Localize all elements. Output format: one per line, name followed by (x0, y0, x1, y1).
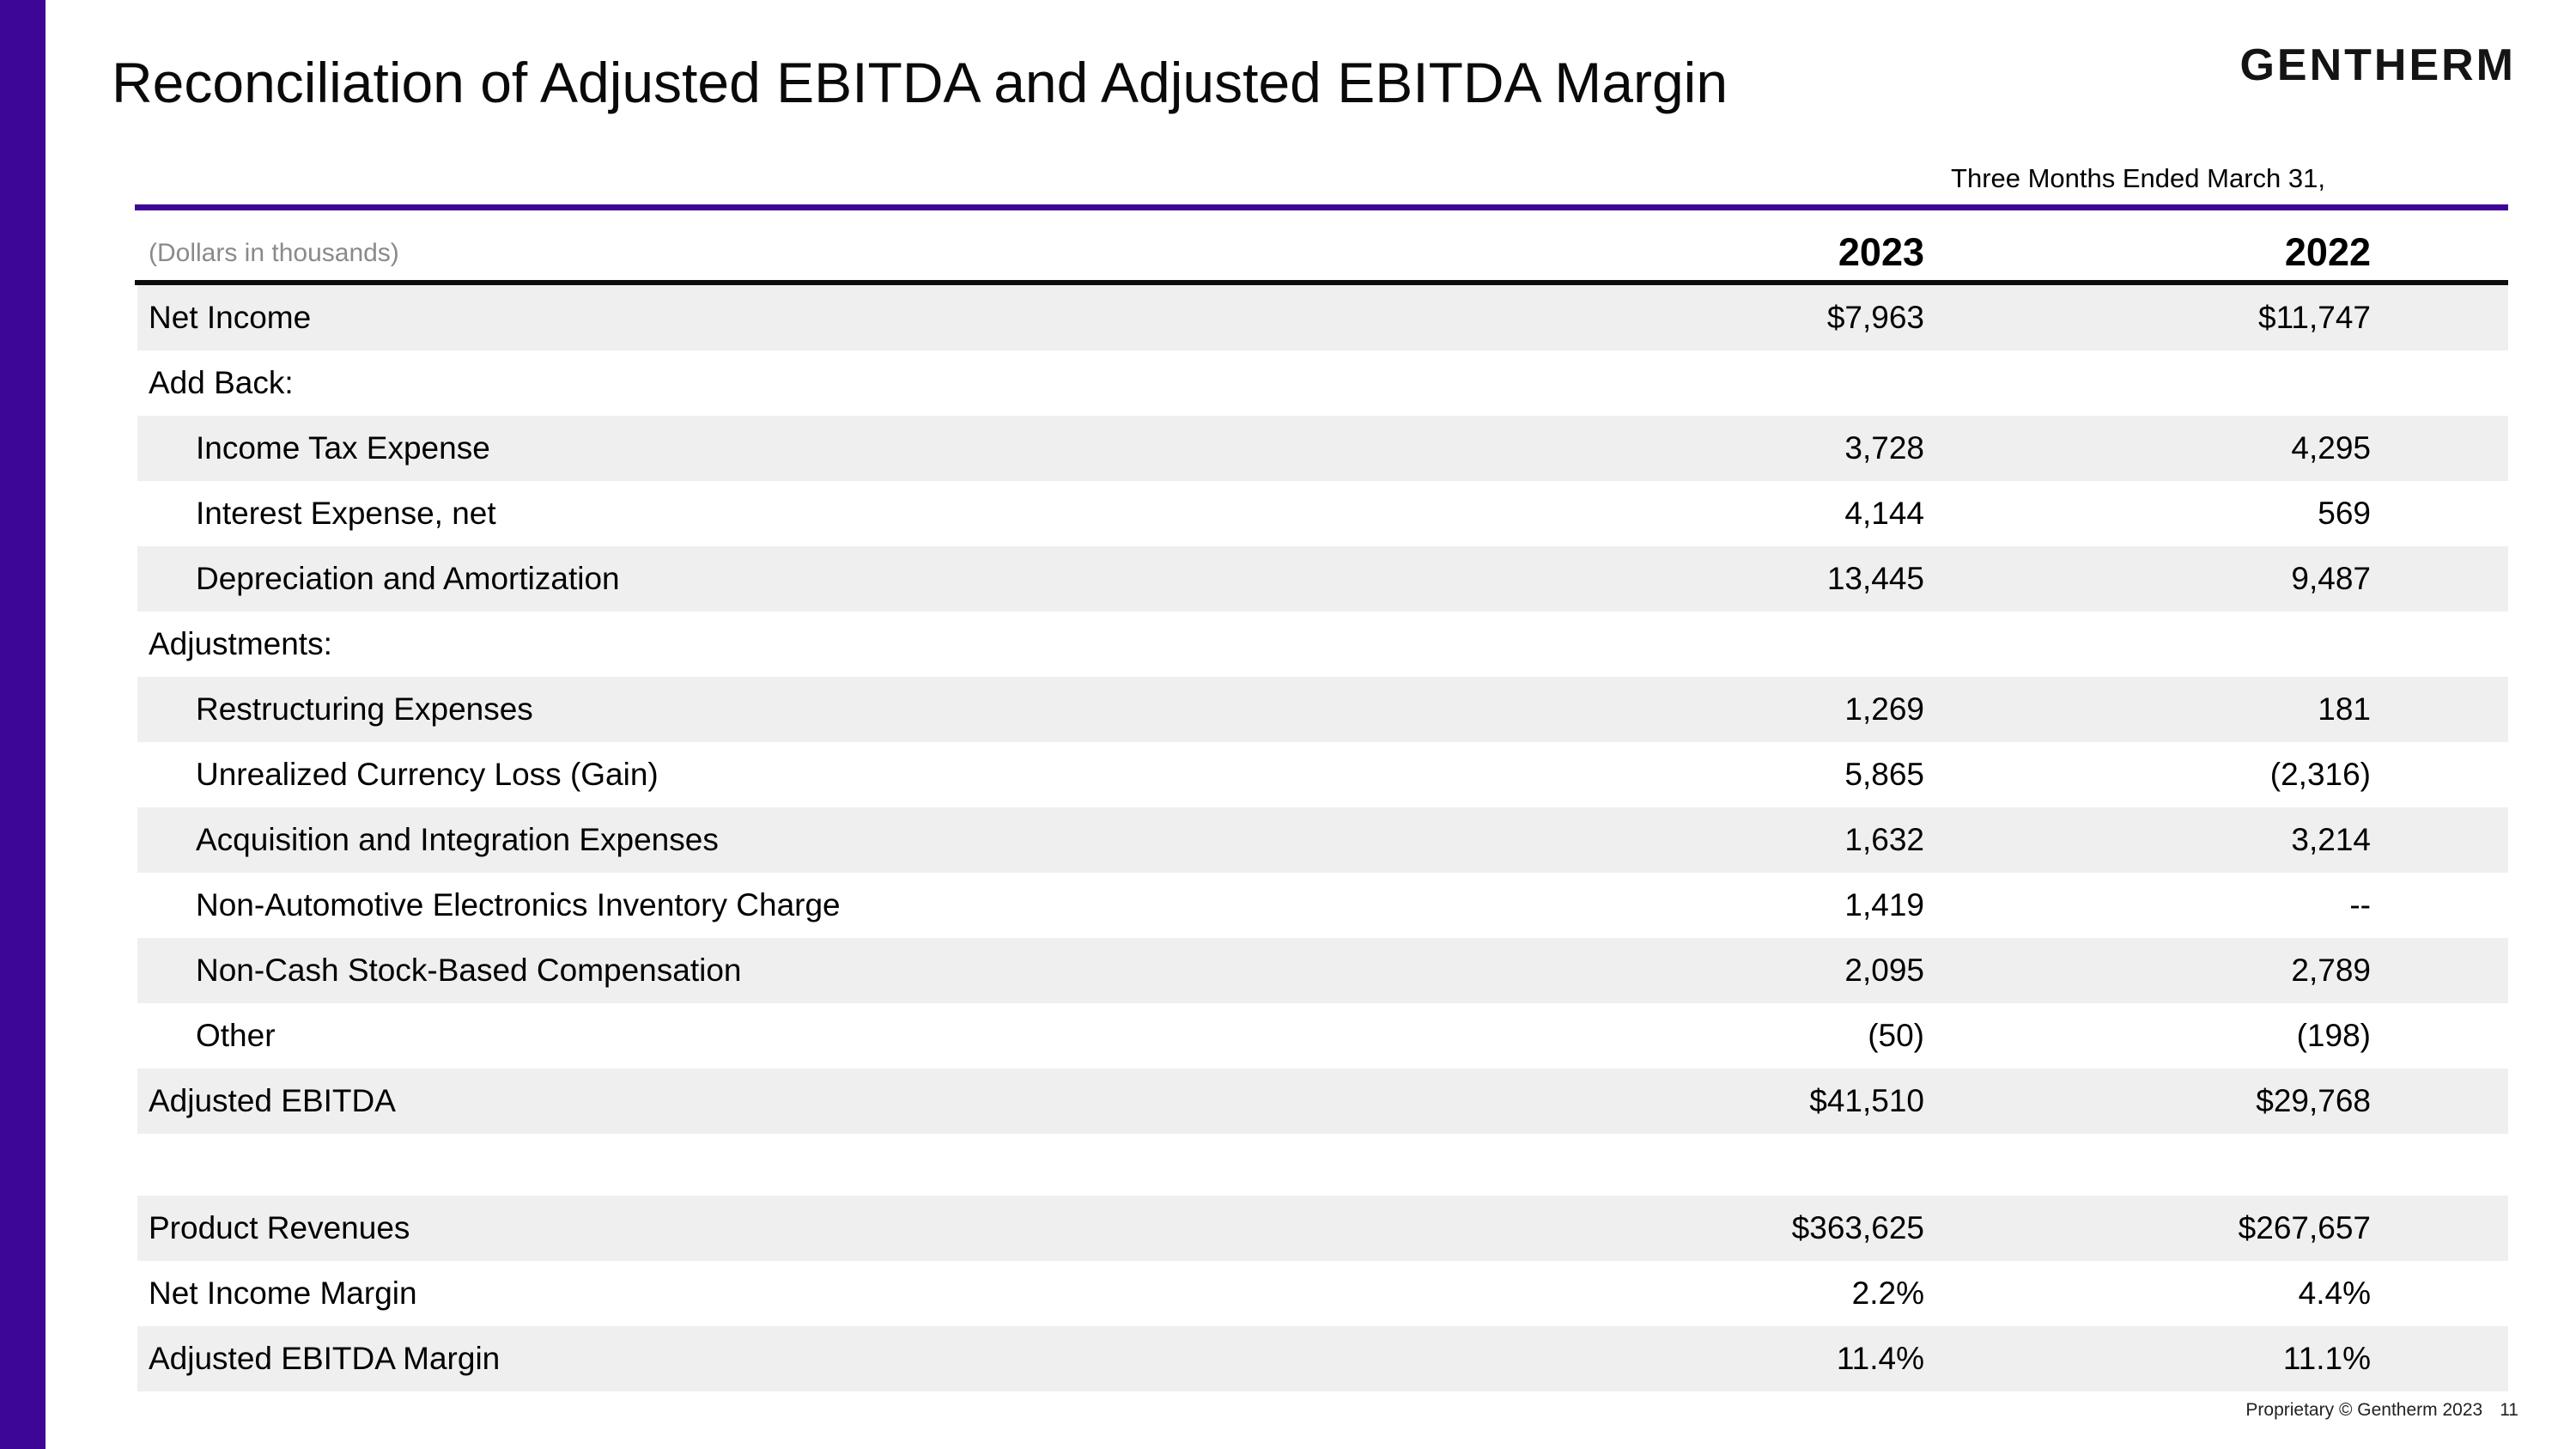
margin-table: Product Revenues $363,625 $267,657 Net I… (137, 1196, 2508, 1391)
row-spacer (2371, 612, 2508, 677)
row-acquisition-integration: Acquisition and Integration Expenses 1,6… (137, 807, 2508, 873)
row-label: Adjusted EBITDA Margin (149, 1341, 501, 1376)
value-2023: 1,632 (1844, 822, 1924, 857)
value-2023: 11.4% (1836, 1341, 1924, 1376)
row-spacer (2371, 807, 2508, 873)
footer: Proprietary © Gentherm 2023 11 (2245, 1400, 2518, 1421)
row-label: Interest Expense, net (196, 496, 496, 531)
value-2022: 11.1% (2282, 1341, 2371, 1376)
value-2023: $41,510 (1809, 1083, 1924, 1118)
row-non-automotive-inventory: Non-Automotive Electronics Inventory Cha… (137, 873, 2508, 938)
row-spacer (2371, 285, 2508, 350)
footer-copyright: Proprietary © Gentherm 2023 (2245, 1400, 2483, 1420)
value-2022: 4.4% (2298, 1275, 2371, 1311)
value-2022: 9,487 (2291, 561, 2371, 596)
row-label: Restructuring Expenses (196, 691, 533, 727)
row-label: Income Tax Expense (196, 430, 490, 466)
value-2022: 569 (2318, 496, 2371, 531)
row-spacer (2371, 1326, 2508, 1391)
row-label: Net Income Margin (149, 1275, 417, 1311)
row-spacer (2371, 1261, 2508, 1326)
value-2023: 5,865 (1844, 757, 1924, 792)
value-2022: (2,316) (2269, 757, 2371, 792)
value-2022: $11,747 (2258, 300, 2371, 335)
row-add-back-section: Add Back: (137, 350, 2508, 416)
footer-page-number: 11 (2500, 1400, 2518, 1420)
row-label: Depreciation and Amortization (196, 561, 620, 596)
value-2022: (198) (2296, 1018, 2371, 1053)
row-spacer (2371, 742, 2508, 807)
row-spacer (2371, 546, 2508, 612)
row-unrealized-currency: Unrealized Currency Loss (Gain) 5,865 (2… (137, 742, 2508, 807)
value-2022: 181 (2318, 691, 2371, 727)
row-adjustments-section: Adjustments: (137, 612, 2508, 677)
row-spacer (2371, 1003, 2508, 1068)
row-spacer (2371, 1068, 2508, 1134)
value-2023: $7,963 (1826, 300, 1924, 335)
gentherm-logo: GENTHERM (2239, 40, 2516, 90)
row-label: Product Revenues (149, 1210, 410, 1245)
black-rule (135, 280, 2508, 285)
row-spacer (2371, 416, 2508, 481)
row-adjusted-ebitda: Adjusted EBITDA $41,510 $29,768 (137, 1068, 2508, 1134)
column-header-2023: 2023 (1838, 230, 1924, 274)
value-2022: 2,789 (2291, 953, 2371, 988)
row-depreciation-amortization: Depreciation and Amortization 13,445 9,4… (137, 546, 2508, 612)
period-header: Three Months Ended March 31, (1951, 163, 2325, 193)
row-product-revenues: Product Revenues $363,625 $267,657 (137, 1196, 2508, 1261)
value-2023: 13,445 (1826, 561, 1924, 596)
value-2022: 4,295 (2291, 430, 2371, 466)
row-spacer (2371, 938, 2508, 1003)
value-2022: $29,768 (2256, 1083, 2371, 1118)
value-2022: -- (2349, 887, 2371, 922)
row-net-income: Net Income $7,963 $11,747 (137, 285, 2508, 350)
value-2023: 1,269 (1844, 691, 1924, 727)
row-label: Unrealized Currency Loss (Gain) (196, 757, 659, 792)
row-label: Non-Automotive Electronics Inventory Cha… (196, 887, 841, 922)
row-restructuring-expenses: Restructuring Expenses 1,269 181 (137, 677, 2508, 742)
value-2023: 2.2% (1851, 1275, 1924, 1311)
row-spacer (2371, 873, 2508, 938)
row-spacer (2371, 481, 2508, 546)
row-net-income-margin: Net Income Margin 2.2% 4.4% (137, 1261, 2508, 1326)
row-adjusted-ebitda-margin: Adjusted EBITDA Margin 11.4% 11.1% (137, 1326, 2508, 1391)
units-note: (Dollars in thousands) (149, 239, 399, 267)
row-label: Adjusted EBITDA (149, 1083, 396, 1118)
row-label: Net Income (149, 300, 312, 335)
row-label: Non-Cash Stock-Based Compensation (196, 953, 742, 988)
slide-title: Reconciliation of Adjusted EBITDA and Ad… (112, 51, 1728, 114)
row-interest-expense: Interest Expense, net 4,144 569 (137, 481, 2508, 546)
left-accent-bar (0, 0, 46, 1449)
value-2023: (50) (1868, 1018, 1924, 1053)
value-2023: 3,728 (1844, 430, 1924, 466)
value-2022: 3,214 (2291, 822, 2371, 857)
row-spacer (2371, 1196, 2508, 1261)
row-income-tax-expense: Income Tax Expense 3,728 4,295 (137, 416, 2508, 481)
table-subheader: (Dollars in thousands) 2023 2022 (137, 210, 2508, 280)
reconciliation-table: Net Income $7,963 $11,747 Add Back: Inco… (137, 285, 2508, 1134)
row-spacer (2371, 350, 2508, 416)
row-label: Add Back: (149, 365, 294, 400)
row-label: Acquisition and Integration Expenses (196, 822, 719, 857)
value-2022: $267,657 (2238, 1210, 2371, 1245)
value-2023: $363,625 (1791, 1210, 1924, 1245)
row-label: Adjustments: (149, 626, 332, 661)
value-2023: 4,144 (1844, 496, 1924, 531)
row-stock-compensation: Non-Cash Stock-Based Compensation 2,095 … (137, 938, 2508, 1003)
row-label: Other (196, 1018, 276, 1053)
value-2023: 2,095 (1844, 953, 1924, 988)
row-spacer (2371, 677, 2508, 742)
row-other: Other (50) (198) (137, 1003, 2508, 1068)
purple-rule (135, 204, 2508, 210)
value-2023: 1,419 (1844, 887, 1924, 922)
column-header-2022: 2022 (2284, 230, 2371, 274)
